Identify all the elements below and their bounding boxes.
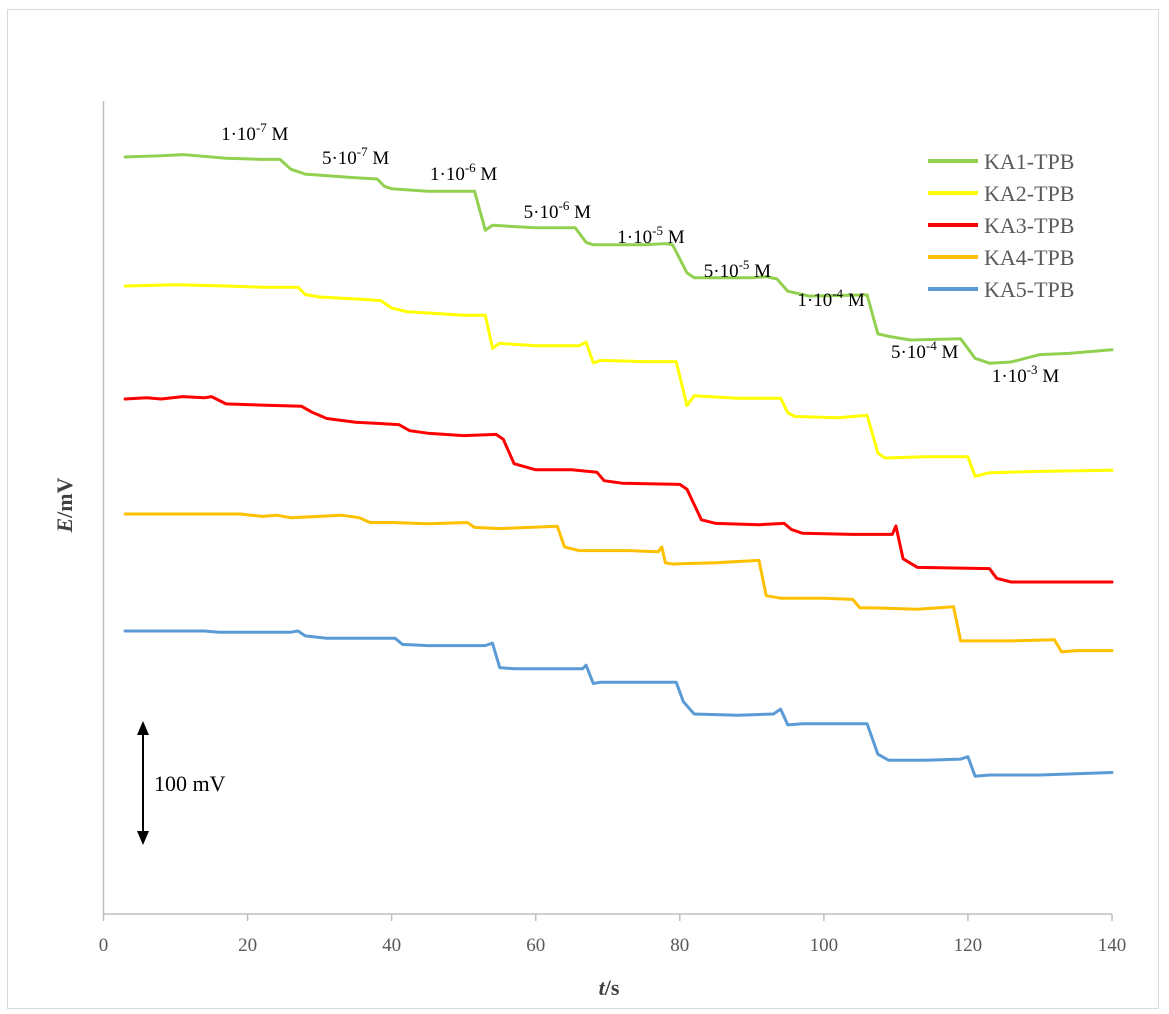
series-line-ka4-tpb [123,512,1114,654]
concentration-annotations: 1·10-7 M 5·10-7 M 1·10-6 M 5·10-6 M 1·10-5 M… [221,120,1059,387]
x-tick-label: 120 [954,935,983,956]
concentration-label: 1·10-4 M [797,286,864,311]
x-tick-label: 20 [238,935,257,956]
x-ticks: 0 20 40 60 80 100 120 140 [99,914,1127,956]
x-axis-title: t/s [599,975,620,1000]
x-tick-label: 100 [810,935,839,956]
concentration-label: 1·10-6 M [430,160,497,185]
x-tick-label: 140 [1098,935,1127,956]
series-line-ka2-tpb [123,283,1114,478]
x-tick-label: 80 [670,935,689,956]
legend-entry: KA3-TPB [984,213,1074,238]
series-line-ka5-tpb [123,629,1114,778]
series-layer [123,153,1114,778]
concentration-label: 1·10-7 M [221,120,288,145]
concentration-label: 5·10-6 M [524,198,591,223]
concentration-label: 5·10-5 M [704,257,771,282]
series-line-ka3-tpb [123,395,1114,584]
concentration-label: 1·10-3 M [992,362,1059,387]
legend-entry: KA2-TPB [984,181,1074,206]
concentration-label: 5·10-4 M [891,338,958,363]
concentration-label: 5·10-7 M [322,144,389,169]
scale-bar-arrow-up-icon [137,721,149,735]
concentration-label: 1·10-5 M [617,223,684,248]
axes: 0 20 40 60 80 100 120 140 [99,101,1127,956]
x-tick-label: 0 [99,935,109,956]
chart-frame [7,9,1159,1009]
legend-entry: KA1-TPB [984,149,1074,174]
series-line-ka1-tpb [123,153,1114,365]
x-tick-label: 40 [382,935,401,956]
legend-entry: KA4-TPB [984,245,1074,270]
x-tick-label: 60 [526,935,545,956]
scale-bar-arrow-down-icon [137,831,149,845]
legend: KA1-TPB KA2-TPB KA3-TPB KA4-TPB KA5-TPB [928,149,1074,302]
scale-bar: 100 mV [137,721,226,845]
y-axis-title: E/mV [52,477,77,533]
scale-bar-label: 100 mV [154,771,226,796]
legend-entry: KA5-TPB [984,277,1074,302]
